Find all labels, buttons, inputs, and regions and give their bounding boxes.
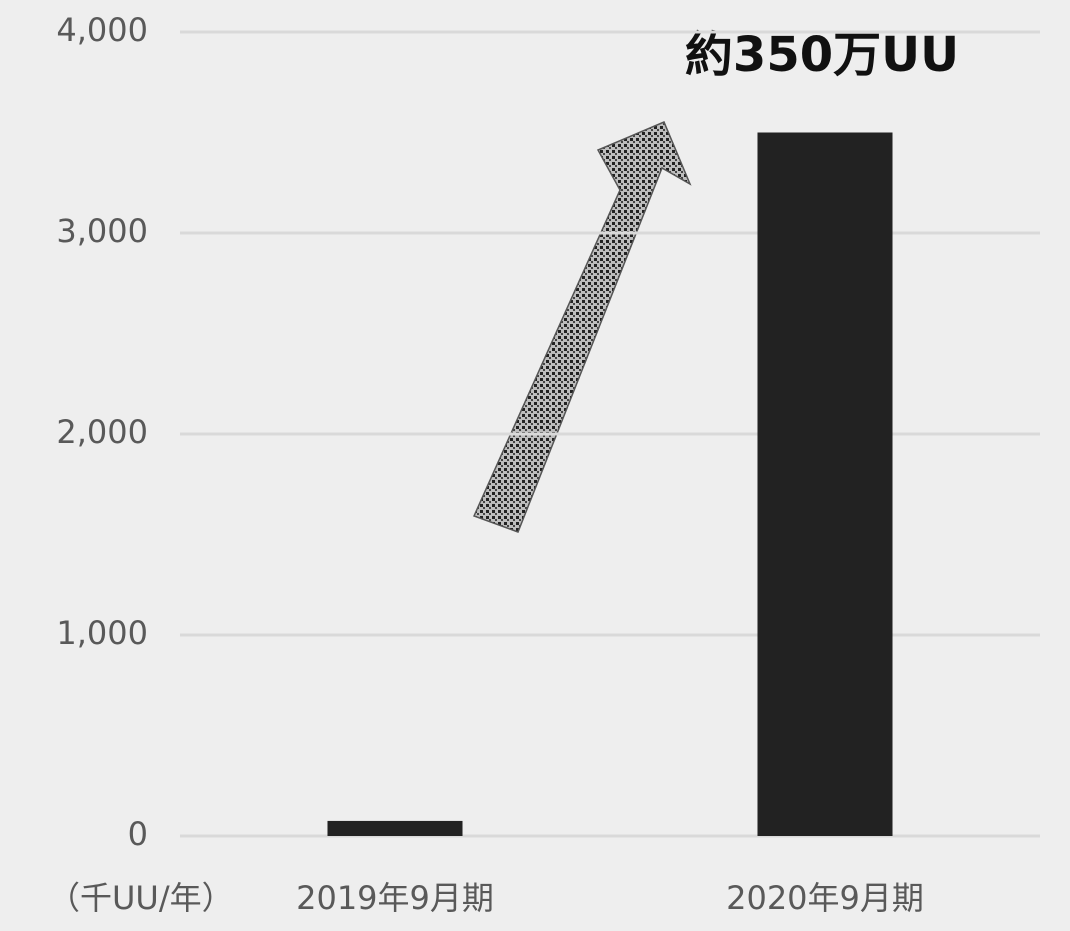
bar [327,820,463,836]
y-tick-label: 1,000 [56,614,148,652]
y-unit-label: （千UU/年） [48,879,234,917]
growth-arrow [472,121,692,533]
annotation: 約350万UU [685,27,959,83]
y-tick-label: 4,000 [56,11,148,49]
y-tick-label: 3,000 [56,212,148,250]
x-tick-label: 2019年9月期 [296,879,494,917]
y-tick-label: 0 [128,815,148,853]
y-tick-label: 2,000 [56,413,148,451]
x-tick-label: 2020年9月期 [726,879,924,917]
bar [757,132,893,836]
